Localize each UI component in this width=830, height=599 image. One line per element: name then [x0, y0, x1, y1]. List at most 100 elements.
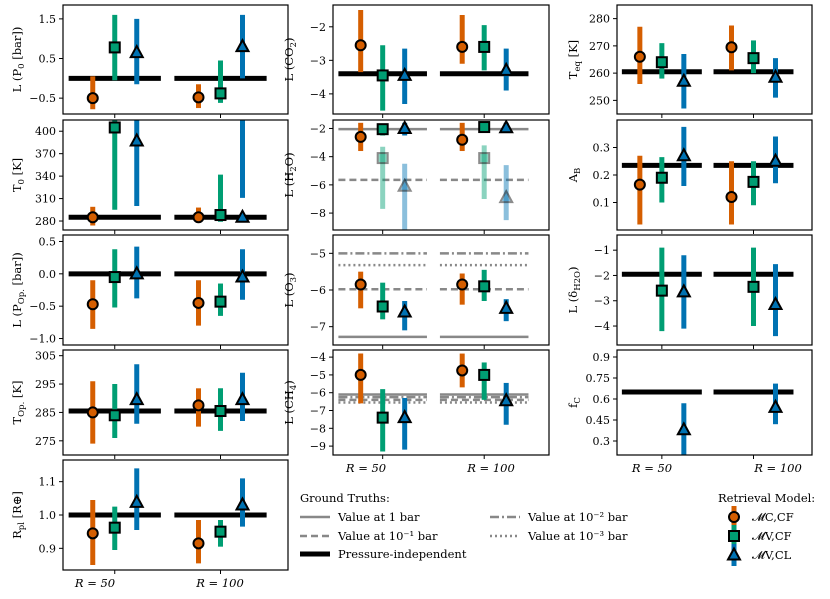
marker-C-1-3 [192, 91, 205, 104]
marker-C-0-0 [354, 278, 367, 291]
plot-area-POp [68, 246, 267, 329]
ytick-label: −0.5 [29, 300, 56, 313]
marker-V-0-1 [108, 409, 121, 422]
panel-CH4: −4 −5 −6 −7 −8 −9 L (CH4) [282, 349, 550, 459]
marker-V-0-3 [376, 152, 389, 165]
xlabel-right-r50: R = 50 [631, 461, 672, 475]
frame-H2O [332, 119, 550, 231]
ytick-label: 400 [35, 125, 56, 138]
marker-C-1-3 [456, 278, 469, 291]
ytick-label: 0.9 [39, 542, 57, 555]
ylabel-AB: AB [566, 168, 583, 184]
marker-C-0-0 [633, 50, 646, 63]
marker-L-0-2 [129, 132, 145, 147]
ytick-label: −6 [310, 284, 326, 297]
ylabel-Rpl: Rpl [R⊕] [10, 491, 27, 539]
marker-L-0-2 [129, 493, 145, 508]
xlabel-mid-r100: R = 100 [466, 461, 515, 475]
ytick-label: −4 [310, 88, 326, 101]
marker-V-1-4 [747, 175, 760, 188]
ytick-label: −3 [310, 54, 326, 67]
frame-P0 [62, 4, 289, 115]
marker-L-1-5 [498, 61, 514, 76]
legend-label-0.001bar: Value at 10⁻³ bar [527, 529, 628, 543]
ylabel-Teq: Teq [K] [566, 40, 583, 79]
marker-C-1-3 [456, 364, 469, 377]
marker-C-0-0 [633, 178, 646, 191]
ytick-label: 0.5 [39, 235, 57, 248]
marker-C-0-0 [86, 527, 99, 540]
plot-area-P0 [68, 14, 267, 110]
frame-AB [616, 119, 813, 231]
marker-C-0-0 [86, 406, 99, 419]
xlabel-left-r100: R = 100 [195, 576, 244, 590]
legend-ground-truths: Ground Truths: Value at 1 bar Value at 1… [300, 491, 628, 561]
marker-C-1-3 [192, 399, 205, 412]
ylabel-H2O: L (H2O) [282, 152, 299, 197]
marker-L-0-2 [676, 72, 692, 87]
marker-L-1-5 [234, 208, 251, 223]
marker-V-0-1 [376, 411, 389, 424]
panels: 1.50.5−0.5L (P0 [bar]) −2−3−4L (CO2)28027… [10, 4, 813, 574]
ylabel-fC: fC [566, 397, 583, 408]
legend-model-label-L: 𝓜V,CL [752, 548, 792, 562]
ylabel-O3: L (O3) [282, 272, 299, 307]
x-labels: R = 50 R = 100 R = 50 R = 100 R = 50 R =… [74, 461, 802, 590]
frame-fC [616, 349, 813, 456]
marker-L-0-2 [396, 409, 413, 424]
marker-C-1-3 [192, 537, 205, 550]
ylabel-P0: L (P0 [bar]) [10, 27, 27, 93]
marker-L-1-9 [498, 188, 514, 204]
marker-L-1-5 [767, 152, 784, 167]
ytick-label: −8 [310, 207, 326, 220]
ytick-label: 1.1 [39, 476, 57, 489]
ytick-label: 260 [589, 67, 610, 80]
legend-model-label-C: 𝓜C,CF [752, 510, 794, 524]
ytick-label: 0.75 [586, 372, 611, 385]
marker-C-1-3 [725, 41, 738, 54]
ytick-label: 275 [35, 435, 56, 448]
ytick-label: −7 [310, 321, 326, 334]
marker-L-0-2 [129, 43, 145, 59]
marker-L-0-2 [396, 303, 413, 318]
ytick-label: −2 [594, 269, 610, 282]
marker-C-0-0 [86, 92, 99, 105]
ytick-label: 1.0 [39, 509, 57, 522]
marker-V-1-4 [214, 405, 227, 418]
legend-model-marker-V [728, 530, 740, 542]
legend-model-marker-C [728, 511, 740, 523]
marker-V-1-4 [478, 280, 491, 293]
plot-area-T0 [68, 120, 267, 226]
panel-AB: 0.3 0.2 0.1 AB [566, 119, 813, 234]
ytick-label: 0.3 [593, 142, 611, 155]
ytick-label: −1 [594, 244, 610, 257]
marker-L-0-2 [129, 265, 145, 280]
marker-L-1-5 [234, 268, 251, 283]
ytick-label: 0.3 [593, 435, 611, 448]
ytick-label: 0.5 [39, 53, 57, 66]
panel-Rpl: 1.1 1.0 0.9 Rpl [R⊕] [10, 459, 289, 574]
marker-V-0-1 [655, 171, 668, 184]
plot-area-TOp [68, 364, 267, 444]
marker-L-1-5 [234, 496, 251, 511]
legend-model-title: Retrieval Model: [718, 491, 815, 505]
marker-V-1-4 [747, 52, 760, 65]
marker-C-0-0 [354, 130, 367, 143]
frame-CO2 [332, 4, 550, 115]
marker-L-0-2 [129, 391, 145, 406]
marker-V-1-2 [747, 280, 760, 293]
legend-label-0.01bar: Value at 10⁻² bar [527, 510, 628, 524]
marker-C-0-0 [354, 39, 367, 52]
marker-L-1-5 [234, 38, 251, 53]
marker-L-0-4 [396, 177, 413, 192]
panel-O3: −5 −6 −7 L (O3) [282, 234, 550, 349]
ytick-label: −7 [310, 405, 326, 418]
marker-L-1-3 [767, 295, 784, 311]
ytick-label: −0.5 [29, 92, 56, 105]
frame-T0 [62, 119, 289, 231]
marker-L-1-1 [767, 398, 784, 413]
marker-V-0-0 [655, 284, 668, 297]
ytick-label: −4 [310, 151, 326, 164]
marker-V-0-1 [108, 41, 121, 54]
ytick-label: −5 [310, 247, 326, 260]
